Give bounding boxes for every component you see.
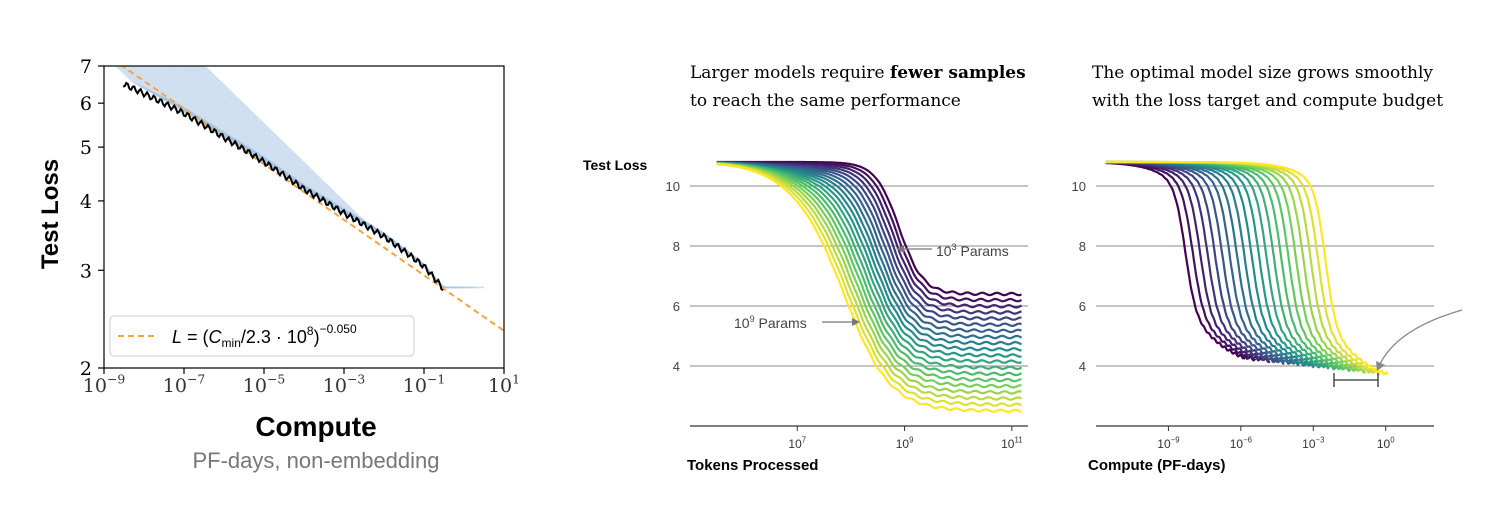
gridlines [1096, 185, 1434, 367]
series-line [716, 163, 1022, 414]
y-axis-ticks: 2 3 4 5 6 7 [80, 56, 104, 380]
x-tick-label: 1011 [1001, 436, 1022, 451]
y-tick-label: 10 [666, 179, 680, 194]
y-tick-label: 4 [673, 359, 680, 374]
x-tick-label: 10−7 [163, 372, 205, 397]
model-size-curves [1105, 160, 1389, 376]
y-tick-label: 6 [80, 93, 92, 115]
x-axis-label: Compute (PF-days) [1088, 457, 1226, 474]
y-tick-label: 6 [673, 299, 680, 314]
annotation-small-model: 103 Params [896, 242, 1009, 259]
series-line [1105, 160, 1389, 376]
y-tick-label: 10 [1072, 179, 1086, 194]
x-axis-label: Tokens Processed [687, 457, 818, 474]
annotation-large-model: 109 Params [734, 314, 860, 331]
x-axis-ticks: 10−9 10−6 10−3 100 [1157, 426, 1395, 451]
x-axis-ticks: 107 109 1011 [788, 426, 1023, 451]
y-tick-label: 8 [1079, 239, 1086, 254]
run-curve [200, 66, 477, 289]
y-tick-label: 8 [673, 239, 680, 254]
x-axis-sublabel: PF-days, non-embedding [192, 448, 439, 473]
x-tick-label: 107 [788, 436, 806, 451]
y-tick-label: 3 [80, 260, 92, 282]
series-line [716, 162, 1022, 371]
y-tick-label: 6 [1079, 299, 1086, 314]
legend: L = (Cmin/2.3 · 108)−0.050 [109, 315, 415, 357]
series-line [716, 162, 1022, 395]
y-axis-label: Test Loss [37, 159, 64, 269]
x-tick-label: 10−1 [403, 372, 445, 397]
series-line [716, 162, 1022, 401]
legend-label: L = (Cmin/2.3 · 108)−0.050 [172, 322, 357, 350]
run-curve [198, 66, 470, 289]
annotation-label: 103 Params [936, 242, 1009, 259]
x-axis-label: Compute [255, 411, 376, 442]
x-tick-label: 101 [488, 372, 520, 397]
x-axis-ticks: 10−9 10−7 10−5 10−3 10−1 101 [83, 368, 520, 397]
chart-title-line2: with the loss target and compute budget [1092, 91, 1443, 111]
panel-compute-frontier: 10−9 10−7 10−5 10−3 10−1 101 2 3 4 5 6 7 Test Loss… [37, 56, 520, 473]
x-tick-label: 10−6 [1230, 436, 1252, 451]
panel-compute: The optimal model size grows smoothly wi… [1072, 63, 1463, 474]
y-axis-ticks: 4 6 8 10 [1072, 179, 1086, 374]
callout-arrow [1376, 309, 1463, 371]
run-curve [203, 66, 484, 289]
optimal-range-bracket [1333, 373, 1379, 387]
x-tick-label: 10−9 [1157, 436, 1179, 451]
x-tick-label: 10−9 [83, 372, 126, 397]
series-line [716, 162, 1023, 407]
y-tick-label: 5 [80, 137, 92, 159]
run-curves [115, 66, 484, 289]
x-tick-label: 109 [896, 436, 914, 451]
power-law-fit-line [120, 66, 504, 332]
x-tick-label: 10−3 [1302, 436, 1324, 451]
y-axis-ticks: 4 6 8 10 [666, 179, 680, 374]
chart-title: The optimal model size grows smoothly [1092, 63, 1433, 83]
y-tick-label: 4 [1079, 359, 1086, 374]
annotation-label: 109 Params [734, 314, 807, 331]
plot-frame [103, 65, 505, 369]
chart-title-line2: to reach the same performance [690, 91, 961, 111]
panel-tokens: Larger models require fewer samples to r… [583, 63, 1028, 474]
model-size-curves [716, 160, 1023, 414]
y-axis-label: Test Loss [583, 157, 648, 173]
x-tick-label: 10−5 [243, 372, 285, 397]
x-tick-label: 100 [1377, 436, 1395, 451]
y-tick-label: 2 [80, 358, 92, 380]
y-tick-label: 7 [80, 56, 92, 78]
x-tick-label: 10−3 [323, 372, 365, 397]
chart-title: Larger models require fewer samples [690, 63, 1026, 83]
compute-efficient-frontier [122, 81, 444, 291]
y-tick-label: 4 [80, 191, 92, 213]
